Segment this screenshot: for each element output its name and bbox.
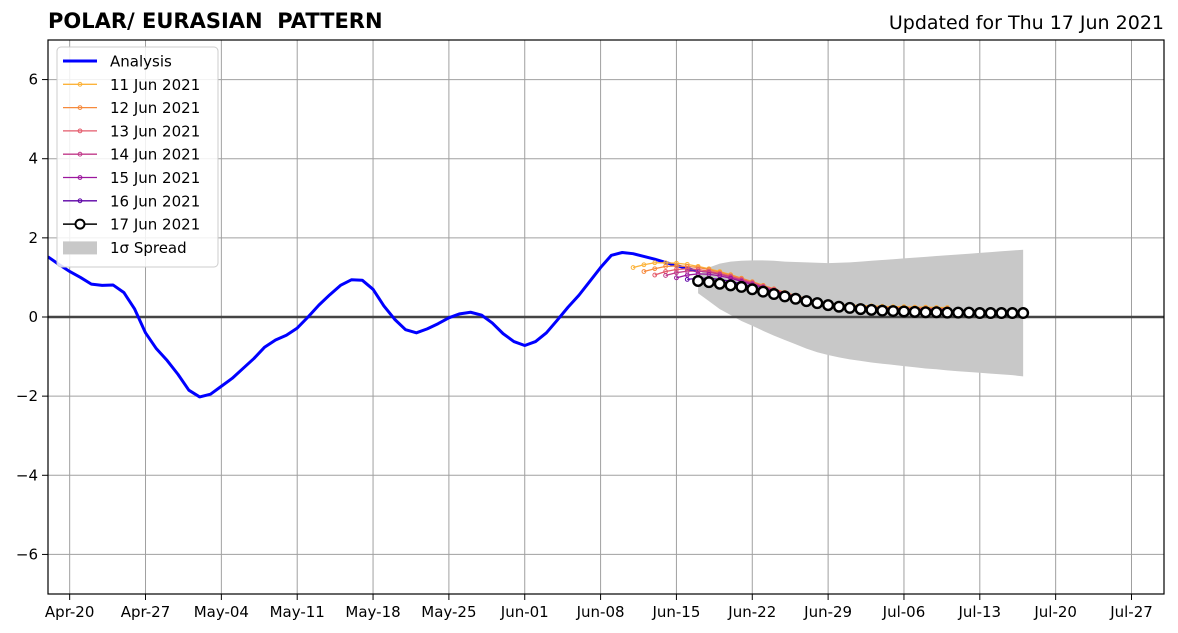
x-tick-label: Apr-27 (121, 603, 171, 621)
x-tick-label: Jul-13 (958, 603, 1002, 621)
forecast-point (674, 267, 679, 272)
forecast-point (767, 288, 780, 301)
legend-label: 14 Jun 2021 (110, 146, 200, 164)
x-tick-label: Jul-20 (1033, 603, 1077, 621)
legend-label: 17 Jun 2021 (110, 216, 200, 234)
forecast-point (995, 307, 1008, 320)
forecast-point (832, 300, 845, 313)
legend-label: 12 Jun 2021 (110, 99, 200, 117)
forecast-point (630, 265, 636, 270)
x-tick-label: Jun-22 (727, 603, 776, 621)
forecast-point (652, 272, 658, 278)
legend-swatch-spread (63, 241, 97, 255)
forecast-point (973, 307, 986, 320)
forecast-point (663, 273, 668, 278)
legend-swatch-marker (77, 128, 83, 134)
legend-swatch-marker (74, 218, 86, 230)
forecast-point (1006, 307, 1019, 320)
legend-label: 15 Jun 2021 (110, 169, 200, 187)
legend-label: 11 Jun 2021 (110, 76, 200, 94)
forecast-point (800, 295, 813, 308)
x-tick-label: Jun-29 (803, 603, 852, 621)
forecast-point (735, 280, 748, 293)
forecast-point (746, 283, 759, 296)
forecast-point (674, 260, 679, 266)
legend-label: 13 Jun 2021 (110, 122, 200, 140)
forecast-point (641, 269, 647, 274)
forecast-point (962, 306, 975, 319)
y-tick-label: −4 (16, 466, 38, 484)
legend-label: 16 Jun 2021 (110, 192, 200, 210)
forecast-point (887, 305, 900, 318)
forecast-point (919, 306, 932, 319)
forecast-point (713, 277, 726, 290)
forecast-point (897, 305, 910, 318)
forecast-point (652, 260, 658, 266)
forecast-point (876, 304, 889, 317)
legend-swatch-marker (77, 175, 83, 180)
forecast-point (843, 301, 856, 314)
x-tick-label: May-18 (345, 603, 400, 621)
x-tick-label: Jun-08 (576, 603, 625, 621)
forecast-point (684, 277, 690, 282)
forecast-point (663, 263, 668, 269)
x-tick-label: May-25 (421, 603, 476, 621)
forecast-point (702, 276, 715, 289)
legend-swatch-marker (77, 81, 83, 87)
plot-area (48, 249, 1164, 399)
forecast-point (822, 299, 835, 312)
chart-title: POLAR/ EURASIAN PATTERN (48, 9, 383, 33)
y-tick-label: 2 (28, 229, 38, 247)
legend-label: Analysis (110, 53, 172, 71)
y-tick-label: 0 (28, 308, 38, 326)
legend-swatch-marker (77, 151, 83, 157)
x-tick-label: May-11 (270, 603, 325, 621)
legend-swatch-marker (77, 105, 83, 110)
x-tick-label: Jul-06 (882, 603, 926, 621)
analysis-line (48, 251, 699, 399)
y-tick-label: −6 (16, 545, 38, 563)
forecast-point (854, 303, 867, 316)
forecast-point (789, 292, 802, 305)
forecast-point (930, 306, 943, 319)
forecast-point (941, 306, 954, 319)
forecast-point (811, 297, 824, 310)
x-tick-label: Jul-27 (1109, 603, 1153, 621)
forecast-point (908, 305, 921, 318)
forecast-point (984, 307, 997, 320)
y-tick-label: 4 (28, 150, 38, 168)
forecast-point (674, 275, 679, 281)
y-tick-label: −2 (16, 387, 38, 405)
forecast-point (695, 268, 701, 274)
forecast-point (652, 266, 658, 272)
forecast-point (1017, 307, 1030, 320)
x-tick-label: Apr-20 (45, 603, 95, 621)
forecast-point (865, 303, 878, 316)
legend-label: 1σ Spread (110, 239, 187, 257)
forecast-point (684, 272, 690, 278)
forecast-point (757, 285, 770, 298)
forecast-point (724, 279, 737, 292)
chart-subtitle: Updated for Thu 17 Jun 2021 (888, 12, 1164, 34)
forecast-point (674, 270, 679, 276)
forecast-point (641, 262, 647, 268)
y-tick-label: 6 (28, 71, 38, 89)
forecast-point (778, 290, 791, 303)
x-tick-label: Jun-01 (500, 603, 549, 621)
forecast-point (692, 274, 705, 287)
forecast-point (952, 306, 965, 319)
x-tick-label: May-04 (194, 603, 249, 621)
legend-box (56, 46, 219, 268)
legend-swatch-marker (77, 198, 83, 204)
x-tick-label: Jun-15 (651, 603, 700, 621)
